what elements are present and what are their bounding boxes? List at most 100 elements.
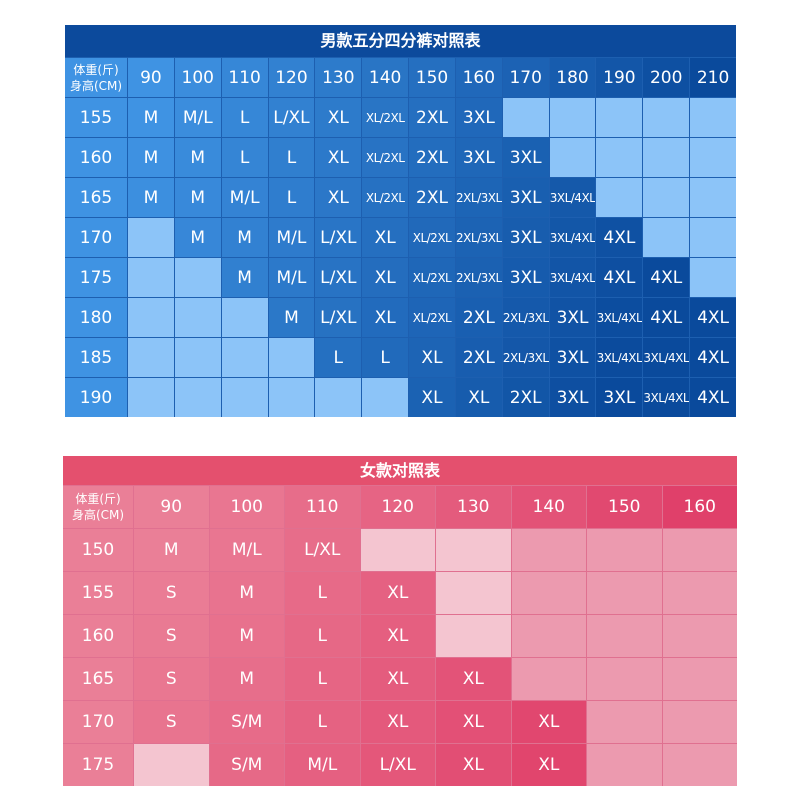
size-cell: XL xyxy=(315,138,362,177)
empty-cell xyxy=(587,744,662,786)
size-cell: 3XL xyxy=(502,258,549,297)
empty-cell xyxy=(436,529,511,571)
size-cell: L xyxy=(362,338,409,377)
size-cell: 3XL xyxy=(549,338,596,377)
size-cell: S xyxy=(134,658,209,700)
empty-cell xyxy=(587,572,662,614)
corner-label: 体重(斤) xyxy=(75,492,121,506)
height-label: 165 xyxy=(65,178,127,217)
corner-label: 身高(CM) xyxy=(69,78,123,93)
weight-header: 150 xyxy=(409,58,455,97)
size-cell: XL xyxy=(511,701,586,743)
size-cell: 4XL xyxy=(690,378,736,417)
weight-header: 140 xyxy=(511,486,586,528)
empty-cell xyxy=(662,744,737,786)
empty-cell xyxy=(221,378,268,417)
empty-cell xyxy=(596,98,643,137)
size-cell: L xyxy=(268,138,315,177)
size-cell: XL xyxy=(455,378,502,417)
size-cell: L xyxy=(268,178,315,217)
empty-cell xyxy=(690,98,736,137)
empty-cell xyxy=(436,615,511,657)
size-cell: 3XL xyxy=(455,138,502,177)
size-cell: XL xyxy=(436,744,511,786)
weight-header: 100 xyxy=(174,58,221,97)
size-cell: 2XL xyxy=(502,378,549,417)
size-cell: XL xyxy=(409,338,455,377)
weight-header: 170 xyxy=(502,58,549,97)
size-cell: 2XL xyxy=(409,178,455,217)
height-label: 190 xyxy=(65,378,127,417)
size-cell: M/L xyxy=(268,218,315,257)
size-cell: XL xyxy=(362,218,409,257)
women-size-table: 女款对照表 体重(斤) 身高(CM) 90 100 110 120 130 140 150 160 1… xyxy=(63,456,737,786)
size-cell: 3XL xyxy=(549,378,596,417)
size-cell: L/XL xyxy=(315,258,362,297)
size-cell: M xyxy=(209,658,284,700)
empty-cell xyxy=(511,615,586,657)
size-cell: M/L xyxy=(221,178,268,217)
size-cell: S xyxy=(134,615,209,657)
size-cell: 3XL xyxy=(549,298,596,337)
size-cell: XL/2XL xyxy=(409,298,455,337)
empty-cell xyxy=(360,529,435,571)
height-label: 150 xyxy=(63,529,133,571)
weight-header: 160 xyxy=(455,58,502,97)
size-cell: XL xyxy=(360,658,435,700)
weight-header: 110 xyxy=(285,486,360,528)
women-table-title: 女款对照表 xyxy=(63,456,737,485)
size-cell: M xyxy=(128,138,174,177)
size-cell: 2XL/3XL xyxy=(502,338,549,377)
size-cell: XL/2XL xyxy=(362,98,409,137)
size-cell: L xyxy=(285,701,360,743)
size-cell: M xyxy=(209,615,284,657)
height-label: 160 xyxy=(65,138,127,177)
size-cell: L/XL xyxy=(268,98,315,137)
empty-cell xyxy=(134,744,209,786)
empty-cell xyxy=(549,138,596,177)
size-cell: L/XL xyxy=(360,744,435,786)
empty-cell xyxy=(643,218,690,257)
weight-header: 120 xyxy=(360,486,435,528)
size-cell: 4XL xyxy=(596,218,643,257)
size-cell: 3XL/4XL xyxy=(596,298,643,337)
size-cell: S/M xyxy=(209,744,284,786)
weight-header: 210 xyxy=(690,58,736,97)
size-cell: L/XL xyxy=(285,529,360,571)
size-cell: M/L xyxy=(268,258,315,297)
empty-cell xyxy=(662,658,737,700)
size-cell: 3XL/4XL xyxy=(643,338,690,377)
size-cell: 4XL xyxy=(596,258,643,297)
empty-cell xyxy=(268,378,315,417)
height-label: 180 xyxy=(65,298,127,337)
empty-cell xyxy=(643,138,690,177)
size-cell: S xyxy=(134,572,209,614)
empty-cell xyxy=(128,338,174,377)
size-cell: XL xyxy=(511,744,586,786)
size-cell: L/XL xyxy=(315,298,362,337)
height-label: 165 xyxy=(63,658,133,700)
empty-cell xyxy=(511,658,586,700)
size-cell: XL xyxy=(409,378,455,417)
height-label: 155 xyxy=(63,572,133,614)
empty-cell xyxy=(315,378,362,417)
size-cell: 3XL/4XL xyxy=(596,338,643,377)
size-cell: XL xyxy=(362,258,409,297)
empty-cell xyxy=(174,338,221,377)
weight-header: 110 xyxy=(221,58,268,97)
size-cell: S/M xyxy=(209,701,284,743)
empty-cell xyxy=(268,338,315,377)
size-cell: L xyxy=(221,138,268,177)
empty-cell xyxy=(587,615,662,657)
size-cell: M xyxy=(174,178,221,217)
size-cell: M xyxy=(174,218,221,257)
weight-header: 130 xyxy=(315,58,362,97)
weight-header: 200 xyxy=(643,58,690,97)
size-cell: L/XL xyxy=(315,218,362,257)
size-cell: 2XL xyxy=(455,298,502,337)
weight-header: 120 xyxy=(268,58,315,97)
men-size-table: 男款五分四分裤对照表 体重(斤) 身高(CM) 90 100 110 120 130 140 15… xyxy=(65,25,736,417)
weight-header: 130 xyxy=(436,486,511,528)
weight-header: 190 xyxy=(596,58,643,97)
empty-cell xyxy=(128,378,174,417)
